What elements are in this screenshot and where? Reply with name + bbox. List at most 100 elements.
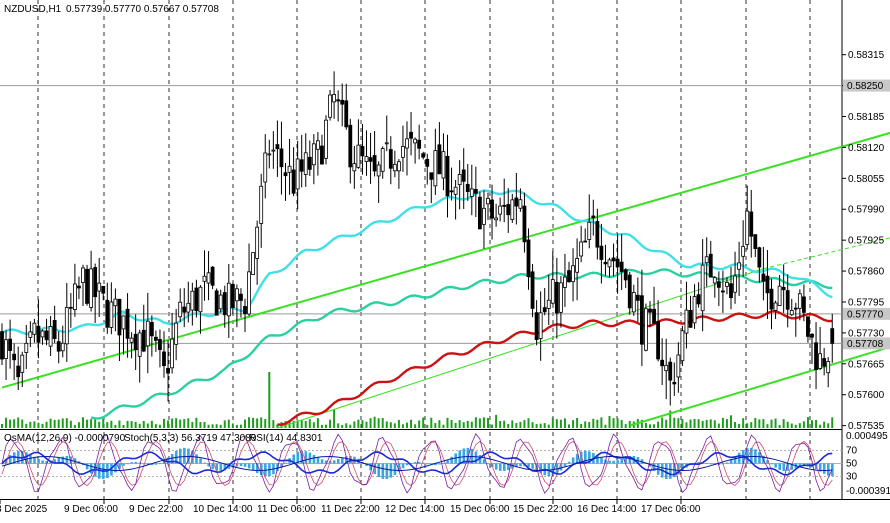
candle-body xyxy=(623,269,628,281)
osma-histogram-bar xyxy=(758,452,761,464)
volume-bar xyxy=(470,421,473,428)
volume-bar xyxy=(815,419,818,428)
volume-bar xyxy=(705,419,708,428)
volume-bar xyxy=(369,418,372,428)
volume-bar xyxy=(191,421,194,428)
candle-body xyxy=(818,353,822,369)
volume-bar xyxy=(57,419,60,428)
volume-bar xyxy=(547,424,550,428)
osma-histogram-bar xyxy=(774,463,777,468)
candle-body xyxy=(656,321,660,360)
osma-histogram-bar xyxy=(308,452,312,464)
candle-body xyxy=(814,342,818,371)
candle-body xyxy=(162,351,166,367)
volume-bar xyxy=(474,417,477,428)
volume-bar xyxy=(215,424,218,428)
volume-bar xyxy=(697,419,700,428)
candle-body xyxy=(283,172,288,177)
osma-histogram-bar xyxy=(709,463,713,465)
candle-body xyxy=(692,296,697,324)
time-tick-label: 11 Dec 06:00 xyxy=(257,504,316,515)
osma-histogram-bar xyxy=(693,462,696,464)
candle-body xyxy=(202,275,207,282)
osma-histogram-bar xyxy=(365,463,368,466)
osma-histogram-bar xyxy=(563,463,567,467)
candle-body xyxy=(153,336,158,341)
candle-body xyxy=(222,292,227,316)
volume-bar xyxy=(422,417,425,428)
volume-bar xyxy=(450,420,453,428)
volume-bar xyxy=(746,423,749,428)
osma-histogram-bar xyxy=(385,463,389,479)
candle-body xyxy=(239,293,243,301)
osma-histogram-bar xyxy=(600,457,603,464)
time-tick-label: 9 Dec 22:00 xyxy=(129,504,183,515)
volume-bar xyxy=(401,424,404,428)
candle-body xyxy=(708,253,713,278)
candle-body xyxy=(271,149,276,152)
fast-moving-average xyxy=(1,189,833,336)
volume-bar xyxy=(596,419,599,428)
volume-bar xyxy=(523,420,526,428)
candle-body xyxy=(810,333,814,338)
osma-histogram-bar xyxy=(369,463,372,471)
volume-bar xyxy=(37,422,40,428)
volume-bar xyxy=(644,422,647,428)
osma-histogram-bar xyxy=(725,462,729,464)
candle-body xyxy=(469,188,474,197)
candle-body xyxy=(490,199,494,219)
slow-moving-average xyxy=(277,310,833,426)
candle-body xyxy=(68,306,73,309)
volume-bar xyxy=(819,424,822,428)
candle-body xyxy=(380,148,385,172)
candle-body xyxy=(158,339,162,351)
volume-bar xyxy=(244,419,246,428)
candle-body xyxy=(522,205,527,243)
candle-body xyxy=(267,153,272,156)
volume-bar xyxy=(349,424,352,428)
volume-bar xyxy=(69,420,72,428)
volume-bar xyxy=(41,423,44,428)
osma-histogram-bar xyxy=(527,463,530,468)
volume-bar xyxy=(134,421,137,428)
volume-bar xyxy=(5,417,8,428)
volume-bar xyxy=(130,421,133,428)
candle-body xyxy=(725,281,729,287)
candle-body xyxy=(388,149,393,169)
volume-bar xyxy=(466,420,469,428)
osma-signal-line xyxy=(1,455,833,472)
volume-bar xyxy=(693,418,696,428)
price-tick-label: 0.57600 xyxy=(848,390,885,401)
volume-bar xyxy=(65,418,68,428)
volume-bar xyxy=(559,419,562,428)
osma-histogram-bar xyxy=(154,463,158,465)
volume-bar xyxy=(316,418,319,428)
volume-bar xyxy=(794,424,797,428)
candle-body xyxy=(433,150,438,187)
volume-bar xyxy=(320,424,323,428)
volume-bar xyxy=(17,417,20,428)
osma-histogram-bar xyxy=(575,453,579,464)
candle-body xyxy=(60,342,65,352)
candle-body xyxy=(101,285,106,294)
candle-body xyxy=(635,294,640,301)
osc-level-box xyxy=(844,445,860,456)
osma-histogram-bar xyxy=(195,454,198,464)
candle-body xyxy=(97,282,102,292)
osma-histogram-bar xyxy=(332,460,336,464)
candle-body xyxy=(405,138,409,149)
volume-bar xyxy=(223,420,226,428)
volume-bar xyxy=(61,418,64,428)
volume-bar xyxy=(361,420,364,428)
candle-body xyxy=(352,163,357,172)
osma-histogram-bar xyxy=(798,463,802,467)
osma-histogram-bar xyxy=(790,463,794,470)
price-label-text: 0.57770 xyxy=(847,309,884,320)
osma-histogram-bar xyxy=(786,463,790,471)
volume-bar xyxy=(499,420,502,428)
volume-bar xyxy=(555,419,558,428)
osma-histogram-bar xyxy=(304,451,308,464)
candle-body xyxy=(797,293,802,309)
stoch-main-line xyxy=(1,433,833,494)
